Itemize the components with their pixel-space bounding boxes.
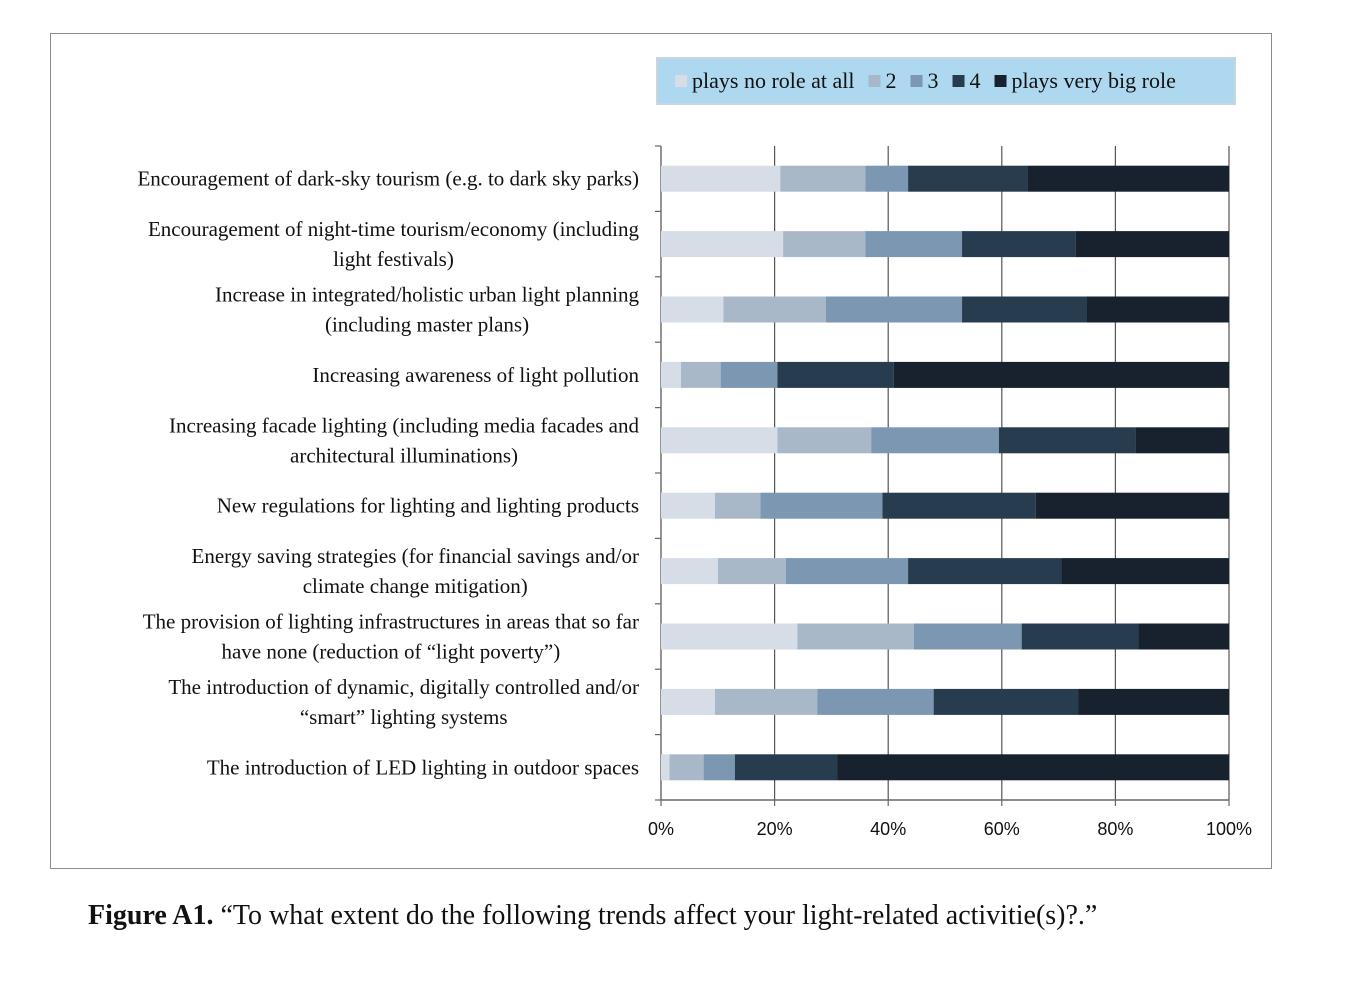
- x-tick-label: 80%: [1097, 819, 1133, 839]
- category-label: Increase in integrated/holistic urban li…: [215, 283, 639, 307]
- bar-segment-4: [777, 361, 894, 388]
- bar-segment-4: [962, 231, 1076, 258]
- bar-segment-2: [717, 558, 786, 585]
- bar-segment-5: [837, 754, 1229, 781]
- bar-segment-3: [825, 296, 963, 323]
- chart-frame: 0% 20% 40% 60% 80% 100% Encouragement of dark-…: [50, 33, 1272, 869]
- bar-segment-1: [661, 231, 784, 258]
- bar-segment-5: [1035, 492, 1229, 519]
- bar-segment-5: [1135, 427, 1229, 454]
- category-label: The introduction of LED lighting in outd…: [207, 755, 639, 779]
- bar-segment-4: [1021, 623, 1139, 650]
- figure-caption: Figure A1. “To what extent do the follow…: [88, 900, 1288, 932]
- bar-segment-3: [865, 231, 963, 258]
- bar-segment-5: [1078, 688, 1229, 715]
- bar-segment-1: [661, 492, 715, 519]
- bar-segment-3: [785, 558, 909, 585]
- bar-segment-3: [720, 361, 778, 388]
- category-label: The provision of lighting infrastructure…: [143, 610, 639, 634]
- bar-segment-4: [962, 296, 1087, 323]
- caption-text: “To what extent do the following trends …: [220, 900, 1098, 931]
- bar-segment-2: [780, 165, 866, 192]
- legend-label-2: 2: [886, 68, 897, 93]
- category-label: climate change mitigation): [303, 574, 528, 598]
- x-tick-label: 40%: [870, 819, 906, 839]
- category-label: “smart” lighting systems: [300, 705, 508, 729]
- bar-segment-2: [783, 231, 866, 258]
- bar-segment-3: [703, 754, 735, 781]
- caption-label: Figure A1.: [88, 900, 214, 931]
- bar-segment-1: [661, 361, 681, 388]
- bar-segment-2: [714, 492, 761, 519]
- bar-segment-4: [933, 688, 1079, 715]
- bar-segment-3: [865, 165, 909, 192]
- legend-label-3: 3: [928, 68, 939, 93]
- bar-segment-3: [817, 688, 934, 715]
- bar-segment-4: [882, 492, 1036, 519]
- category-label: New regulations for lighting and lightin…: [217, 494, 639, 518]
- bar-segment-5: [1075, 231, 1229, 258]
- bar-segment-1: [661, 427, 778, 454]
- category-label: have none (reduction of “light poverty”): [221, 640, 560, 664]
- bar-segment-1: [661, 296, 724, 323]
- bar-segment-2: [777, 427, 872, 454]
- x-tick-label: 0%: [648, 819, 674, 839]
- legend-box: [656, 57, 1236, 105]
- bar-segment-1: [661, 165, 781, 192]
- legend-swatch-1: [675, 75, 687, 87]
- x-tick-label: 20%: [757, 819, 793, 839]
- bar-segment-5: [1027, 165, 1229, 192]
- legend-swatch-3: [910, 75, 923, 87]
- bar-segment-5: [1087, 296, 1229, 323]
- legend-label-5: plays very big role: [1012, 68, 1176, 93]
- category-label: Energy saving strategies (for financial …: [192, 544, 639, 568]
- bar-segment-1: [661, 688, 715, 715]
- category-label: Increasing facade lighting (including me…: [169, 413, 639, 437]
- bar-segment-2: [714, 688, 818, 715]
- x-tick-label: 60%: [984, 819, 1020, 839]
- bar-segment-5: [893, 361, 1229, 388]
- legend-label-1: plays no role at all: [692, 68, 855, 93]
- category-label: architectural illuminations): [290, 443, 518, 467]
- bar-segment-2: [669, 754, 704, 781]
- legend-swatch-5: [994, 75, 1007, 87]
- bar-segment-2: [797, 623, 914, 650]
- category-label: light festivals): [333, 247, 454, 271]
- legend-label-4: 4: [970, 68, 981, 93]
- bar-segment-2: [723, 296, 826, 323]
- bar-segment-1: [661, 558, 718, 585]
- bar-segment-5: [1138, 623, 1229, 650]
- category-label: The introduction of dynamic, digitally c…: [168, 675, 639, 699]
- stacked-bar-chart: 0% 20% 40% 60% 80% 100% Encouragement of dark-…: [137, 57, 1252, 839]
- category-label: (including master plans): [325, 313, 529, 337]
- bar-segment-1: [661, 623, 798, 650]
- category-label: Encouragement of dark-sky tourism (e.g. …: [137, 167, 639, 191]
- bar-segment-3: [871, 427, 999, 454]
- bar-segment-4: [908, 165, 1028, 192]
- legend-swatch-4: [952, 75, 965, 87]
- bar-segment-5: [1061, 558, 1229, 585]
- bar-segment-1: [661, 754, 670, 781]
- x-tick-label: 100%: [1206, 819, 1252, 839]
- bar-segment-4: [998, 427, 1136, 454]
- bar-segment-4: [734, 754, 838, 781]
- legend-swatch-2: [868, 75, 881, 87]
- category-label: Increasing awareness of light pollution: [312, 363, 639, 387]
- bar-segment-3: [913, 623, 1022, 650]
- bar-segment-4: [908, 558, 1062, 585]
- category-label: Encouragement of night-time tourism/econ…: [148, 217, 640, 241]
- bar-segment-3: [760, 492, 883, 519]
- bar-segment-2: [680, 361, 721, 388]
